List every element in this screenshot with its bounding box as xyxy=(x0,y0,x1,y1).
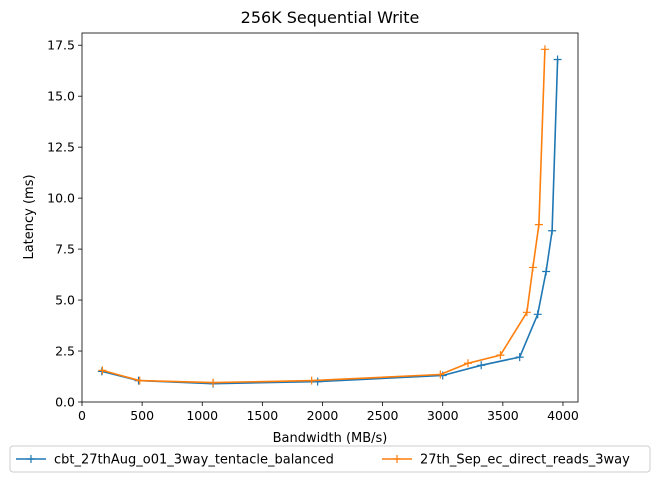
y-tick-label: 5.0 xyxy=(55,293,75,308)
series-1-point xyxy=(477,361,486,370)
x-tick-label: 3000 xyxy=(427,408,459,423)
y-tick-label: 10.0 xyxy=(47,191,75,206)
series-2-point xyxy=(135,376,144,385)
series-2-point xyxy=(98,366,107,375)
y-tick-label: 2.5 xyxy=(55,344,75,359)
x-axis-label: Bandwidth (MB/s) xyxy=(273,431,388,446)
x-tick-label: 500 xyxy=(130,408,154,423)
x-tick-label: 4000 xyxy=(547,408,579,423)
x-tick-label: 2500 xyxy=(367,408,399,423)
series-1-point xyxy=(533,310,542,319)
legend-marker xyxy=(393,455,401,463)
legend-label: 27th_Sep_ec_direct_reads_3way xyxy=(420,453,630,468)
series-2-point xyxy=(209,378,218,387)
y-axis-label: Latency (ms) xyxy=(22,174,37,259)
y-tick-label: 0.0 xyxy=(55,395,75,410)
series-2-point xyxy=(534,220,543,229)
series-1-point xyxy=(542,267,551,276)
legend-box xyxy=(9,445,651,473)
series-1-point xyxy=(553,55,562,64)
series-2-point xyxy=(307,376,316,385)
series-1-point xyxy=(313,377,322,386)
legend-marker xyxy=(27,455,35,463)
x-tick-label: 1000 xyxy=(186,408,218,423)
y-tick-label: 15.0 xyxy=(47,89,75,104)
series-2-point xyxy=(496,351,505,360)
legend-label: cbt_27thAug_o01_3way_tentacle_balanced xyxy=(54,453,334,468)
chart-title: 256K Sequential Write xyxy=(241,8,420,27)
series-2-point xyxy=(463,359,472,368)
legend: cbt_27thAug_o01_3way_tentacle_balanced 27… xyxy=(9,445,651,473)
y-tick-label: 12.5 xyxy=(47,140,75,155)
series-2-point xyxy=(528,263,537,272)
series-2-point xyxy=(522,308,531,317)
series-2-point xyxy=(540,45,549,54)
y-tick-label: 7.5 xyxy=(55,242,75,257)
x-tick-label: 3500 xyxy=(487,408,519,423)
plot-area: 0 500 1000 1500 2000 2500 3000 3500 4000 0.0 2.5 5.… xyxy=(47,32,579,423)
series-2-point xyxy=(436,370,445,379)
x-tick-label: 1500 xyxy=(246,408,278,423)
y-tick-label: 17.5 xyxy=(47,38,75,53)
series-1-point xyxy=(515,353,524,362)
series-1-point xyxy=(548,226,557,235)
x-tick-label: 2000 xyxy=(307,408,339,423)
x-tick-label: 0 xyxy=(78,408,86,423)
axes-frame xyxy=(81,32,579,403)
